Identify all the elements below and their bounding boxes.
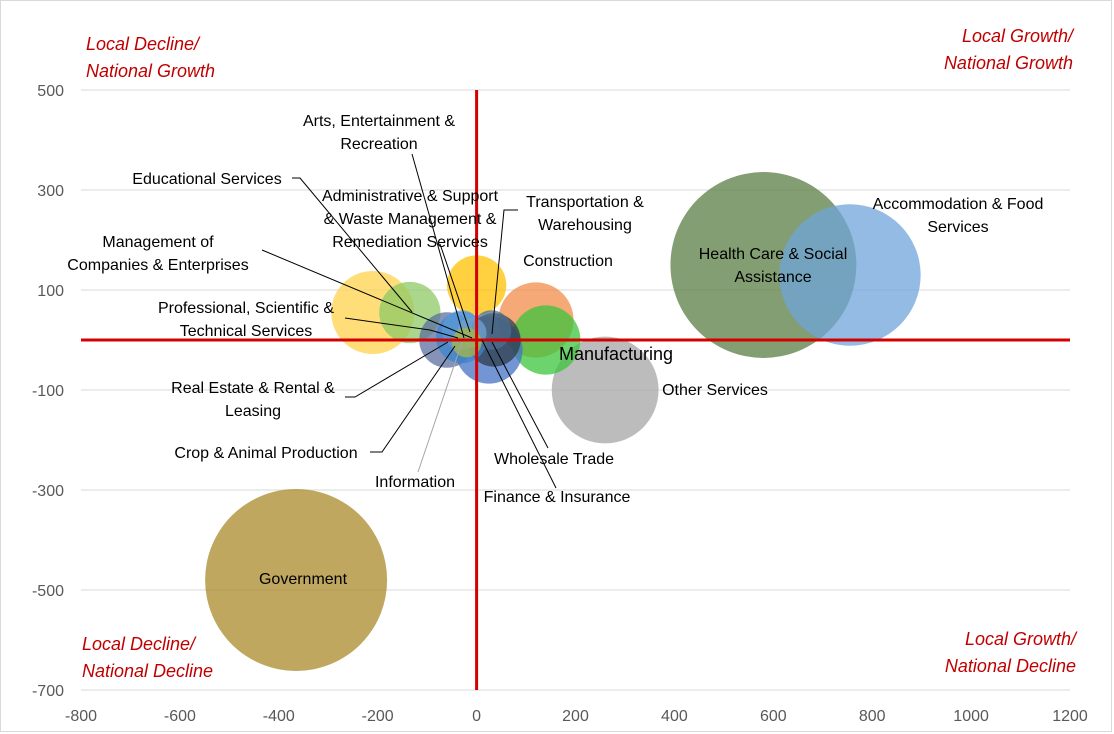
quadrant-label-top-left: Local Decline/National Growth <box>86 34 215 81</box>
quadrant-label-top-right: Local Growth/National Growth <box>944 26 1075 73</box>
label-line: Government <box>259 571 348 588</box>
label-line: Finance & Insurance <box>484 489 631 506</box>
quadrant-label-bottom-right: Local Growth/National Decline <box>945 629 1078 676</box>
label-line: Manufacturing <box>559 344 673 364</box>
label-line: Leasing <box>225 403 281 420</box>
label-other-services: Other Services <box>662 382 768 399</box>
y-axis-ticks: 500 300 100 -100 -300 -500 -700 <box>32 83 64 700</box>
label-line: Professional, Scientific & <box>158 300 334 317</box>
x-tick-label: -200 <box>362 708 394 725</box>
quadrant-label-line: National Decline <box>82 661 213 681</box>
label-finance-and-insurance: Finance & Insurance <box>484 489 631 506</box>
x-tick-label: -800 <box>65 708 97 725</box>
label-line: Administrative & Support <box>322 188 499 205</box>
y-tick-label: -700 <box>32 683 64 700</box>
label-line: Recreation <box>340 136 417 153</box>
label-line: Other Services <box>662 382 768 399</box>
x-axis-ticks: -800 -600 -400 -200 0 200 400 600 800 1000 1200 <box>65 708 1088 725</box>
y-tick-label: -100 <box>32 383 64 400</box>
quadrant-label-line: Local Decline/ <box>82 634 197 654</box>
label-educational-services: Educational Services <box>132 171 281 188</box>
x-tick-label: 800 <box>859 708 886 725</box>
label-line: Educational Services <box>132 171 281 188</box>
label-line: Real Estate & Rental & <box>171 380 335 397</box>
quadrant-label-line: Local Growth/ <box>965 629 1078 649</box>
leader-line-crop-and-animal-production <box>370 345 456 453</box>
quadrant-label-bottom-left: Local Decline/National Decline <box>82 634 213 681</box>
label-transportation-and-warehousing: Transportation & Warehousing <box>526 194 644 234</box>
x-tick-label: -400 <box>263 708 295 725</box>
bubble-other-services <box>551 336 659 444</box>
label-information: Information <box>375 474 455 491</box>
leader-line-wholesale-trade <box>491 341 549 449</box>
quadrant-label-line: National Decline <box>945 656 1076 676</box>
leader-line-information <box>417 341 463 473</box>
y-tick-label: -300 <box>32 483 64 500</box>
label-line: Information <box>375 474 455 491</box>
leader-line-educational-services <box>292 177 413 313</box>
label-wholesale-trade: Wholesale Trade <box>494 451 614 468</box>
x-tick-label: -600 <box>164 708 196 725</box>
leader-line-transportation-and-warehousing <box>491 209 518 335</box>
leader-line-professional-scientific-and-technical-services <box>344 317 459 339</box>
label-line: Management of <box>102 234 214 251</box>
label-management-of-companies-and-enterprises: Management of Companies & Enterprises <box>67 234 248 274</box>
label-line: Arts, Entertainment & <box>303 113 455 130</box>
label-line: Technical Services <box>180 323 313 340</box>
quadrant-label-line: National Growth <box>944 53 1073 73</box>
x-tick-label: 1000 <box>953 708 989 725</box>
label-construction: Construction <box>523 253 613 270</box>
label-professional-scientific-and-technical-services: Professional, Scientific & Technical Serv… <box>158 300 334 340</box>
label-administrative-and-support-and-waste-management-and-remediation-services: Administrative & Support & Waste Manageme… <box>322 188 499 251</box>
label-real-estate-and-rental-and-leasing: Real Estate & Rental & Leasing <box>171 380 335 420</box>
leader-line-finance-and-insurance <box>481 339 557 489</box>
leader-line-administrative-and-support-and-waste-management-and-remediation-services <box>439 243 471 333</box>
label-line: Accommodation & Food <box>873 196 1044 213</box>
label-line: Wholesale Trade <box>494 451 614 468</box>
x-tick-label: 200 <box>562 708 589 725</box>
quadrant-axes <box>81 90 1070 690</box>
label-line: & Waste Management & <box>324 211 497 228</box>
label-line: Assistance <box>734 269 811 286</box>
quadrant-label-line: National Growth <box>86 61 215 81</box>
label-health-care-and-social-assistance: Health Care & Social Assistance <box>699 246 848 286</box>
label-accommodation-and-food-services: Accommodation & Food Services <box>873 196 1044 236</box>
label-line: Health Care & Social <box>699 246 848 263</box>
label-line: Warehousing <box>538 217 632 234</box>
label-line: Transportation & <box>526 194 644 211</box>
label-line: Services <box>927 219 988 236</box>
label-line: Remediation Services <box>332 234 488 251</box>
leader-line-arts-entertainment-and-recreation <box>411 153 465 339</box>
x-tick-label: 400 <box>661 708 688 725</box>
bubble-government <box>205 489 388 671</box>
label-manufacturing: Manufacturing <box>559 344 673 364</box>
leader-line-real-estate-and-rental-and-leasing <box>345 341 449 398</box>
leader-line-management-of-companies-and-enterprises <box>261 249 473 339</box>
leader-lines <box>261 153 557 489</box>
y-tick-label: 500 <box>37 83 64 100</box>
y-tick-label: 100 <box>37 283 64 300</box>
label-arts-entertainment-and-recreation: Arts, Entertainment & Recreation <box>303 113 455 153</box>
label-crop-and-animal-production: Crop & Animal Production <box>174 445 357 462</box>
label-line: Crop & Animal Production <box>174 445 357 462</box>
bubble-labels: Government Health Care & Social Assistance… <box>67 113 1043 588</box>
quadrant-label-line: Local Decline/ <box>86 34 201 54</box>
x-tick-label: 0 <box>472 708 481 725</box>
label-line: Construction <box>523 253 613 270</box>
label-government: Government <box>259 571 348 588</box>
bubble-accommodation-and-food-services <box>779 204 921 346</box>
quadrant-label-line: Local Growth/ <box>962 26 1075 46</box>
label-line: Companies & Enterprises <box>67 257 248 274</box>
bubbles <box>205 172 921 671</box>
y-tick-label: 300 <box>37 183 64 200</box>
x-tick-label: 600 <box>760 708 787 725</box>
y-tick-label: -500 <box>32 583 64 600</box>
x-tick-label: 1200 <box>1052 708 1088 725</box>
